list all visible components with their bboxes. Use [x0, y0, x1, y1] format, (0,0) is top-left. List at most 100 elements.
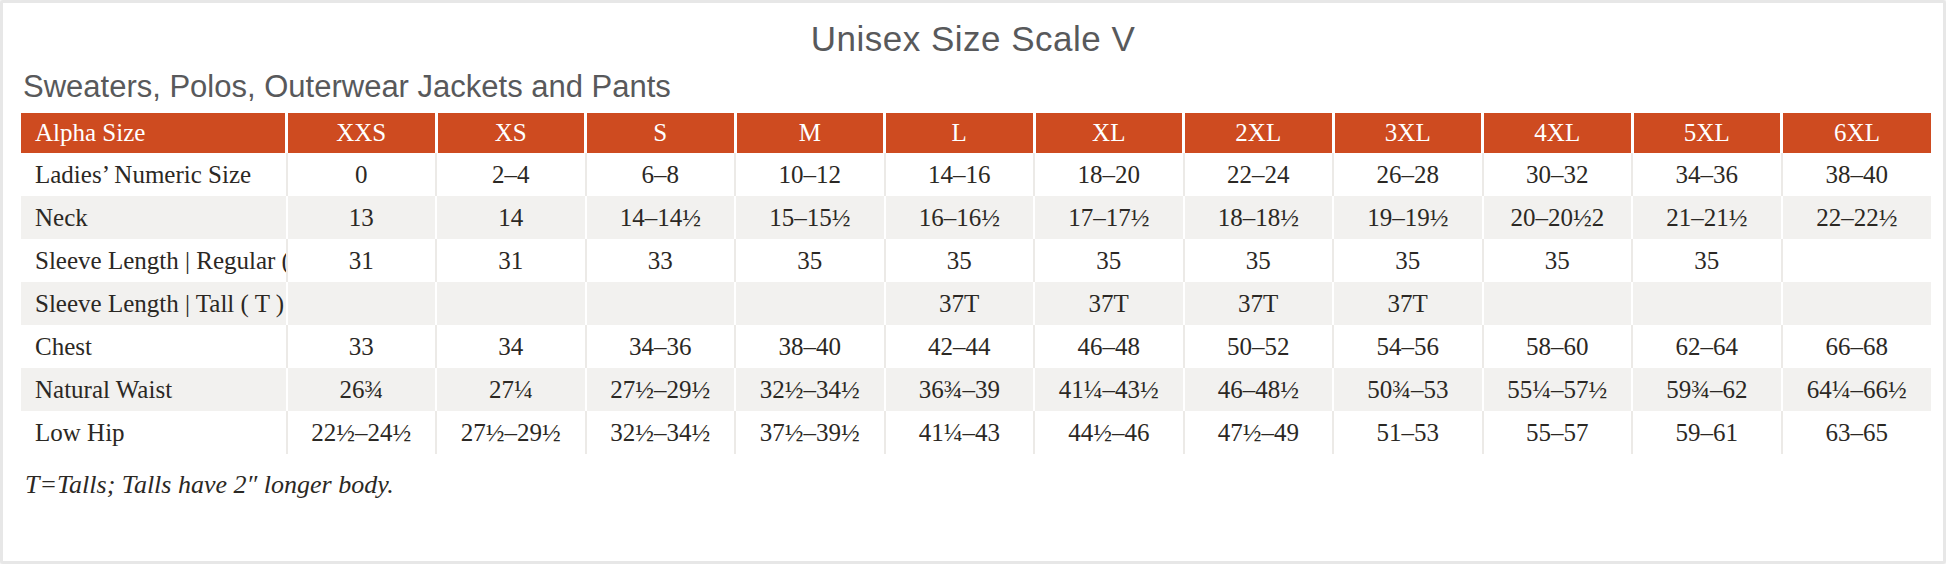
- column-header-s: S: [586, 113, 736, 153]
- table-cell: 18–20: [1034, 153, 1184, 196]
- table-cell: 32½–34½: [586, 411, 736, 454]
- table-cell: 54–56: [1333, 325, 1483, 368]
- table-cell: [1483, 282, 1633, 325]
- table-cell: 47½–49: [1184, 411, 1334, 454]
- table-cell: 37T: [1034, 282, 1184, 325]
- table-cell: 20–20½2: [1483, 196, 1633, 239]
- table-cell: 37½–39½: [735, 411, 885, 454]
- table-cell: 35: [1184, 239, 1334, 282]
- table-cell: 18–18½: [1184, 196, 1334, 239]
- row-label: Neck: [21, 196, 287, 239]
- table-cell: 15–15½: [735, 196, 885, 239]
- row-label: Natural Waist: [21, 368, 287, 411]
- column-header-4xl: 4XL: [1483, 113, 1633, 153]
- table-row: Low Hip22½–24½27½–29½32½–34½37½–39½41¼–4…: [21, 411, 1931, 454]
- table-cell: 26¾: [287, 368, 437, 411]
- column-header-5xl: 5XL: [1632, 113, 1782, 153]
- table-cell: 50–52: [1184, 325, 1334, 368]
- table-cell: 35: [1632, 239, 1782, 282]
- table-cell: 35: [735, 239, 885, 282]
- table-cell: 35: [1483, 239, 1633, 282]
- table-cell: 46–48½: [1184, 368, 1334, 411]
- page-title: Unisex Size Scale V: [3, 19, 1943, 59]
- row-label: Sleeve Length | Regular ( R ): [21, 239, 287, 282]
- table-cell: 16–16½: [885, 196, 1035, 239]
- table-row: Sleeve Length | Tall ( T )37T37T37T37T: [21, 282, 1931, 325]
- table-cell: 14–14½: [586, 196, 736, 239]
- table-cell: 55¼–57½: [1483, 368, 1633, 411]
- table-row: Chest333434–3638–4042–4446–4850–5254–565…: [21, 325, 1931, 368]
- table-cell: [1782, 239, 1932, 282]
- table-cell: 46–48: [1034, 325, 1184, 368]
- table-cell: 41¼–43½: [1034, 368, 1184, 411]
- table-cell: 35: [1034, 239, 1184, 282]
- column-header-3xl: 3XL: [1333, 113, 1483, 153]
- table-header: Alpha SizeXXSXSSMLXL2XL3XL4XL5XL6XL: [21, 113, 1931, 153]
- table-cell: [735, 282, 885, 325]
- table-cell: 37T: [1333, 282, 1483, 325]
- table-cell: 36¾–39: [885, 368, 1035, 411]
- table-cell: 44½–46: [1034, 411, 1184, 454]
- column-header-m: M: [735, 113, 885, 153]
- table-cell: 22–24: [1184, 153, 1334, 196]
- table-cell: 14–16: [885, 153, 1035, 196]
- table-cell: 42–44: [885, 325, 1035, 368]
- table-cell: 26–28: [1333, 153, 1483, 196]
- table-body: Ladies’ Numeric Size02–46–810–1214–1618–…: [21, 153, 1931, 454]
- table-cell: [1782, 282, 1932, 325]
- table-row: Natural Waist26¾27¼27½–29½32½–34½36¾–394…: [21, 368, 1931, 411]
- table-cell: 50¾–53: [1333, 368, 1483, 411]
- table-cell: 22–22½: [1782, 196, 1932, 239]
- table-row: Sleeve Length | Regular ( R )31313335353…: [21, 239, 1931, 282]
- table-cell: 59¾–62: [1632, 368, 1782, 411]
- table-cell: 17–17½: [1034, 196, 1184, 239]
- table-cell: 27½–29½: [586, 368, 736, 411]
- table-cell: 0: [287, 153, 437, 196]
- table-cell: 21–21½: [1632, 196, 1782, 239]
- column-header-2xl: 2XL: [1184, 113, 1334, 153]
- table-cell: 38–40: [1782, 153, 1932, 196]
- table-cell: 33: [287, 325, 437, 368]
- table-cell: 66–68: [1782, 325, 1932, 368]
- row-label: Chest: [21, 325, 287, 368]
- table-cell: 59–61: [1632, 411, 1782, 454]
- row-label: Sleeve Length | Tall ( T ): [21, 282, 287, 325]
- page-subtitle: Sweaters, Polos, Outerwear Jackets and P…: [23, 69, 1943, 105]
- row-label: Ladies’ Numeric Size: [21, 153, 287, 196]
- table-cell: 51–53: [1333, 411, 1483, 454]
- table-row: Ladies’ Numeric Size02–46–810–1214–1618–…: [21, 153, 1931, 196]
- table-cell: 30–32: [1483, 153, 1633, 196]
- table-cell: 62–64: [1632, 325, 1782, 368]
- table-cell: 31: [287, 239, 437, 282]
- table-header-row: Alpha SizeXXSXSSMLXL2XL3XL4XL5XL6XL: [21, 113, 1931, 153]
- row-label: Low Hip: [21, 411, 287, 454]
- table-cell: 22½–24½: [287, 411, 437, 454]
- table-cell: 32½–34½: [735, 368, 885, 411]
- table-cell: 34–36: [1632, 153, 1782, 196]
- size-table: Alpha SizeXXSXSSMLXL2XL3XL4XL5XL6XL Ladi…: [21, 113, 1931, 454]
- table-cell: 64¼–66½: [1782, 368, 1932, 411]
- table-cell: 34: [436, 325, 586, 368]
- table-row: Neck131414–14½15–15½16–16½17–17½18–18½19…: [21, 196, 1931, 239]
- table-cell: 34–36: [586, 325, 736, 368]
- table-cell: 37T: [885, 282, 1035, 325]
- table-cell: 33: [586, 239, 736, 282]
- table-cell: 19–19½: [1333, 196, 1483, 239]
- table-cell: 58–60: [1483, 325, 1633, 368]
- footnote: T=Talls; Talls have 2″ longer body.: [25, 470, 1943, 500]
- table-cell: [287, 282, 437, 325]
- column-header-xl: XL: [1034, 113, 1184, 153]
- column-header-xxs: XXS: [287, 113, 437, 153]
- table-cell: 14: [436, 196, 586, 239]
- table-cell: 6–8: [586, 153, 736, 196]
- table-cell: 35: [1333, 239, 1483, 282]
- table-cell: 37T: [1184, 282, 1334, 325]
- column-header-l: L: [885, 113, 1035, 153]
- column-header-xs: XS: [436, 113, 586, 153]
- table-cell: [436, 282, 586, 325]
- table-cell: [586, 282, 736, 325]
- table-cell: [1632, 282, 1782, 325]
- column-header-6xl: 6XL: [1782, 113, 1932, 153]
- table-cell: 55–57: [1483, 411, 1633, 454]
- table-cell: 10–12: [735, 153, 885, 196]
